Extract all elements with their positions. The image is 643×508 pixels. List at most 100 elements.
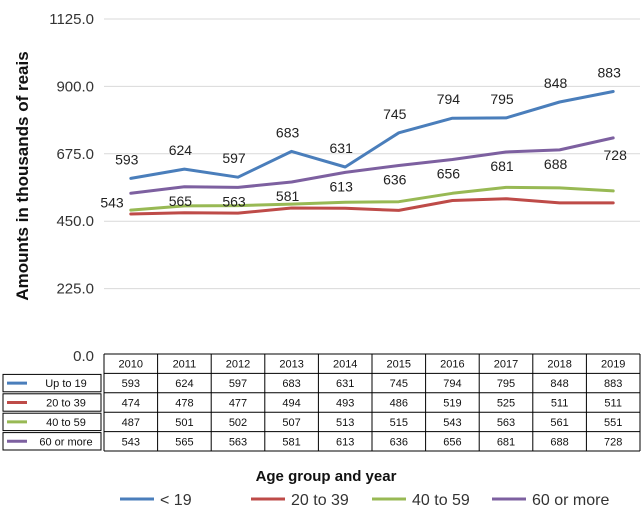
table-header-cell: 2012 <box>226 359 250 371</box>
table-cell: 519 <box>443 398 461 410</box>
data-label: 581 <box>276 188 300 204</box>
table-header-cell: 2014 <box>333 359 357 371</box>
data-label: 593 <box>115 151 139 167</box>
table-cell: 561 <box>550 417 568 429</box>
table-header-cell: 2019 <box>601 359 625 371</box>
table-header-cell: 2016 <box>440 359 464 371</box>
table-cell: 551 <box>604 417 622 429</box>
y-tick-label: 675.0 <box>56 146 94 163</box>
legend-label: 40 to 59 <box>412 492 470 508</box>
data-table: 2010 2011 2012 2013 2014 2015 2016 2017 2018 2019… <box>2 353 641 452</box>
table-cell: 543 <box>122 436 140 448</box>
table-cell: 511 <box>551 398 569 410</box>
table-cell: 513 <box>336 417 354 429</box>
table-header-cell: 2011 <box>173 359 197 371</box>
table-row-key <box>2 432 102 451</box>
legend-label: < 19 <box>160 492 192 508</box>
table-cell: 683 <box>282 378 300 390</box>
data-label: 745 <box>383 106 407 122</box>
table-cell: 525 <box>497 398 515 410</box>
table-cell: 502 <box>229 417 247 429</box>
data-labels: 593 624 597 683 631 745 794 795 848 883 543 565 563 5… <box>100 64 627 210</box>
table-cell: 794 <box>443 378 461 390</box>
table-row-label: 40 to 59 <box>46 417 86 429</box>
data-label: 848 <box>544 75 568 91</box>
y-tick-label: 900.0 <box>56 78 94 95</box>
y-axis-label: Amounts in thousands of reais <box>13 51 32 300</box>
series-line <box>129 185 615 212</box>
table-cell: 728 <box>604 436 622 448</box>
table-cell: 486 <box>390 398 408 410</box>
x-axis-label: Age group and year <box>256 468 397 485</box>
series-line <box>129 197 615 216</box>
table-cell: 515 <box>390 417 408 429</box>
data-label: 656 <box>437 165 461 181</box>
data-label: 543 <box>100 194 124 210</box>
data-label: 728 <box>604 147 628 163</box>
series-line <box>129 90 615 180</box>
data-label: 795 <box>490 91 514 107</box>
y-tick-label: 450.0 <box>56 213 94 230</box>
legend-label: 60 or more <box>532 492 609 508</box>
data-label: 631 <box>330 140 354 156</box>
table-cell: 543 <box>443 417 461 429</box>
y-tick-label: 1125.0 <box>49 11 94 28</box>
table-header-cell: 2010 <box>119 359 143 371</box>
table-cell: 474 <box>122 398 140 410</box>
table-header-cell: 2013 <box>279 359 303 371</box>
table-cell: 795 <box>497 378 515 390</box>
legend-label: 20 to 39 <box>291 492 349 508</box>
y-axis-ticks: 0.0 225.0 450.0 675.0 900.0 1125.0 <box>49 11 94 365</box>
table-header-cell: 2018 <box>547 359 571 371</box>
table-cell: 848 <box>550 378 568 390</box>
data-label: 681 <box>490 158 514 174</box>
table-row-key <box>2 393 102 412</box>
table-cell: 511 <box>604 398 622 410</box>
table-cell: 597 <box>229 378 247 390</box>
table-cell: 501 <box>175 417 193 429</box>
data-label: 883 <box>598 64 622 80</box>
table-cell: 636 <box>390 436 408 448</box>
grid-lines <box>104 18 640 290</box>
data-label: 624 <box>169 142 193 158</box>
data-label: 613 <box>330 178 354 194</box>
data-label: 794 <box>437 91 461 107</box>
table-cell: 593 <box>122 378 140 390</box>
table-cell: 563 <box>497 417 515 429</box>
data-label: 597 <box>222 150 246 166</box>
table-cell: 493 <box>336 398 354 410</box>
table-row-label: 20 to 39 <box>46 398 86 410</box>
table-cell: 487 <box>122 417 140 429</box>
table-header-cell: 2017 <box>494 359 518 371</box>
table-cell: 688 <box>550 436 568 448</box>
series-lines <box>129 90 615 216</box>
table-row-label: Up to 19 <box>45 378 87 390</box>
table-cell: 565 <box>175 436 193 448</box>
legend: < 19 20 to 39 40 to 59 60 or more <box>120 492 609 508</box>
table-cell: 681 <box>497 436 515 448</box>
table-cell: 494 <box>282 398 300 410</box>
data-label: 565 <box>169 193 193 209</box>
y-tick-label: 0.0 <box>73 348 94 365</box>
table-cell: 745 <box>390 378 408 390</box>
table-cell: 631 <box>336 378 354 390</box>
series-line <box>129 136 615 195</box>
table-cell: 883 <box>604 378 622 390</box>
table-cell: 624 <box>175 378 193 390</box>
data-label: 636 <box>383 171 407 187</box>
table-header-cell: 2015 <box>387 359 411 371</box>
data-label: 688 <box>544 156 568 172</box>
table-row-key <box>2 412 102 432</box>
table-cell: 477 <box>229 398 247 410</box>
table-row-label: 60 or more <box>39 436 92 448</box>
data-label: 683 <box>276 124 300 140</box>
table-cell: 563 <box>229 436 247 448</box>
table-cell: 478 <box>175 398 193 410</box>
table-cell: 581 <box>282 436 300 448</box>
table-cell: 656 <box>443 436 461 448</box>
table-row-key <box>2 373 102 393</box>
table-cell: 507 <box>282 417 300 429</box>
y-tick-label: 225.0 <box>56 281 94 298</box>
data-label: 563 <box>222 193 246 209</box>
